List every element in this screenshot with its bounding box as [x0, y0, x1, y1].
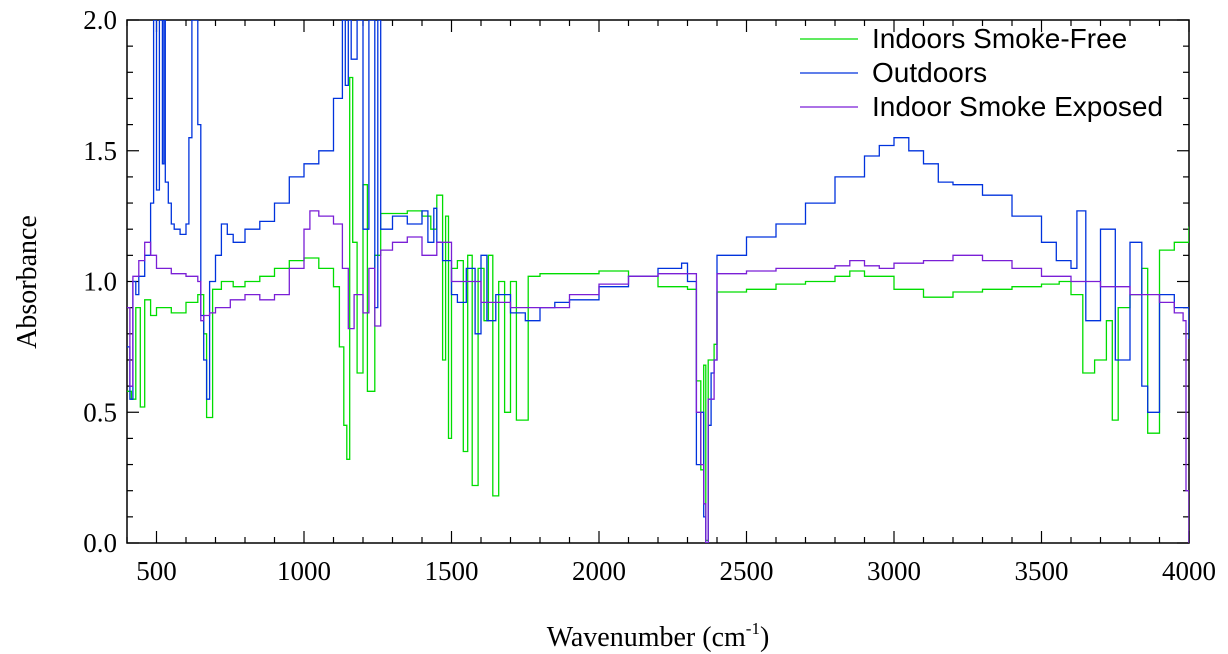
x-tick-label: 1500: [425, 556, 479, 586]
legend-label: Outdoors: [872, 57, 987, 88]
series-line-3: [127, 210, 1189, 543]
x-tick-labels: 500 1000 1500 2000 2500 3000 3500 4000: [136, 556, 1216, 586]
y-tick-label: 2.0: [83, 5, 117, 35]
x-tick-label: 2000: [572, 556, 626, 586]
x-axis-title-main: Wavenumber (cm: [547, 622, 746, 653]
x-axis-title-superscript: -1: [746, 619, 760, 638]
x-axis-title-close: ): [760, 622, 769, 653]
x-tick-label: 2500: [720, 556, 774, 586]
series-line-1: [127, 76, 1189, 542]
x-tick-label: 4000: [1162, 556, 1216, 586]
y-tick-labels: 0.0 0.5 1.0 1.5 2.0: [83, 5, 117, 558]
x-axis-title: Wavenumber (cm-1): [547, 619, 770, 653]
x-tick-label: 1000: [277, 556, 331, 586]
y-tick-label: 1.5: [83, 136, 117, 166]
legend-label: Indoor Smoke Exposed: [872, 91, 1163, 122]
y-tick-label: 0.5: [83, 397, 117, 427]
x-tick-label: 3500: [1015, 556, 1069, 586]
x-tick-label: 3000: [867, 556, 921, 586]
y-tick-label: 1.0: [83, 267, 117, 297]
y-tick-label: 0.0: [83, 528, 117, 558]
series-layer: [127, 20, 1189, 543]
legend-label: Indoors Smoke-Free: [872, 23, 1127, 54]
y-axis-title: Absorbance: [12, 215, 43, 349]
x-tick-label: 500: [136, 556, 177, 586]
